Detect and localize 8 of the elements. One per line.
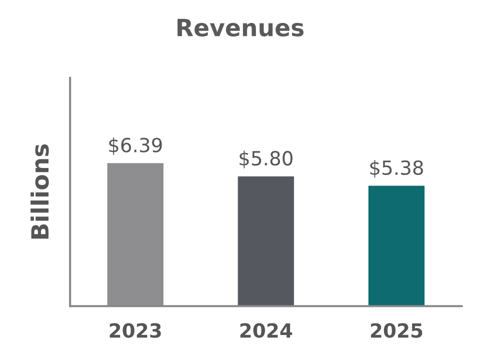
data-label: $5.38 [370,160,423,178]
x-tick-label: 2025 [370,323,422,338]
x-tick-label: 2024 [240,323,292,338]
data-label: $5.80 [240,150,292,168]
x-tick-label: 2023 [110,323,161,338]
data-label: $6.39 [109,137,162,156]
chart-title: Revenues [178,18,304,36]
y-axis-title: Billions [30,144,49,239]
